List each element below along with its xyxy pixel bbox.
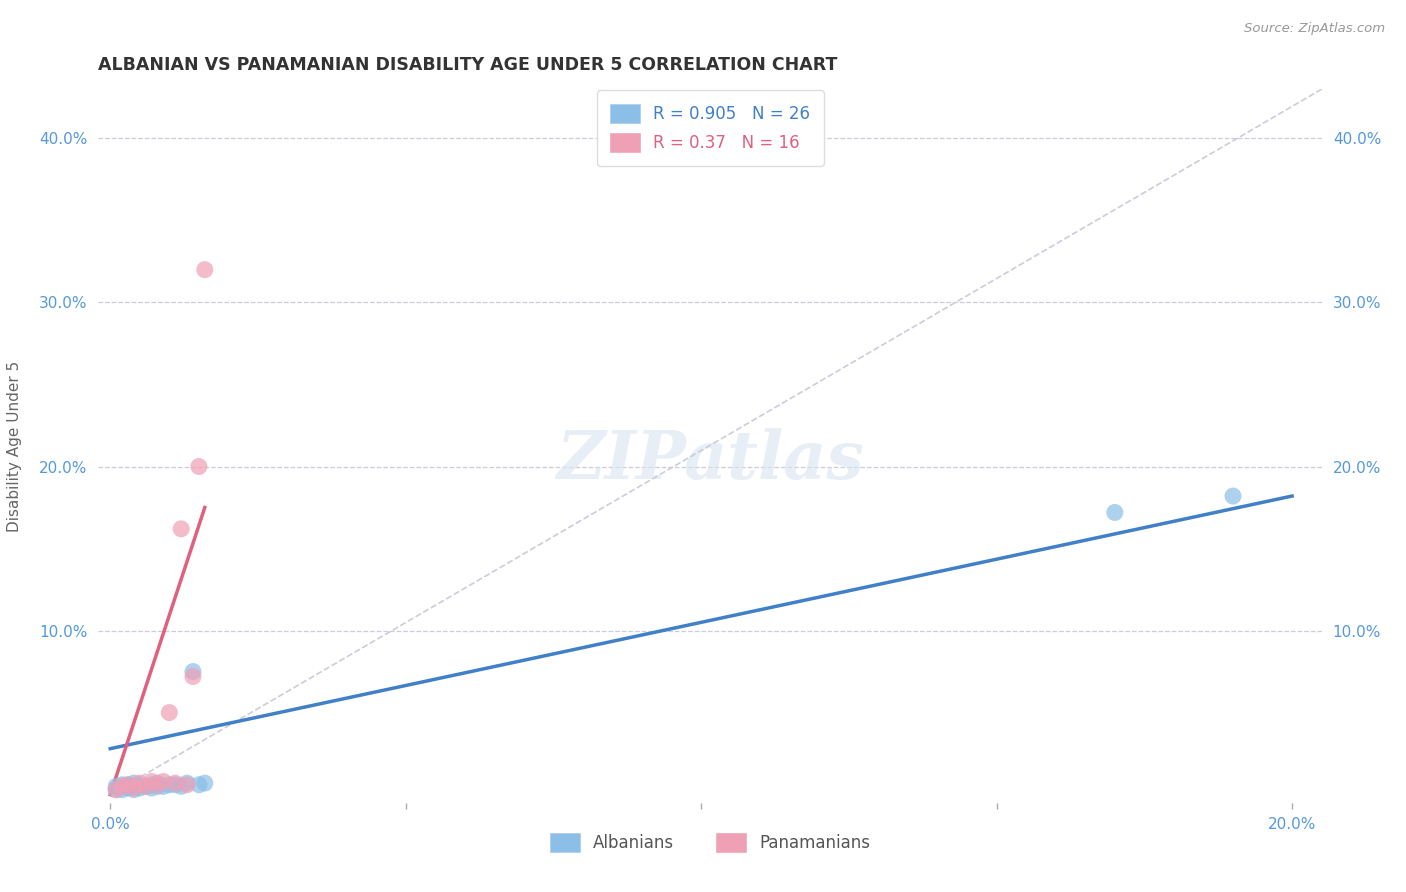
Point [146,780,169,794]
Point [128,776,150,790]
Point [122,782,145,797]
Point [122,780,145,794]
Point [194,776,217,790]
Point [1104,505,1126,519]
Point [122,776,145,790]
Y-axis label: Disability Age Under 5: Disability Age Under 5 [7,360,22,532]
Point [176,776,198,790]
Point [141,774,163,789]
Point [181,669,204,683]
Point [135,780,157,794]
Point [117,778,139,792]
Point [117,780,139,795]
Point [122,780,145,795]
Point [165,778,187,792]
Point [170,522,193,536]
Point [187,459,209,474]
Point [141,780,163,795]
Point [105,780,128,794]
Text: ALBANIAN VS PANAMANIAN DISABILITY AGE UNDER 5 CORRELATION CHART: ALBANIAN VS PANAMANIAN DISABILITY AGE UN… [98,56,838,74]
Point [128,778,150,792]
Point [176,778,198,792]
Point [152,774,174,789]
Point [1222,489,1244,503]
Point [165,776,187,790]
Point [117,778,139,792]
Point [128,780,150,795]
Point [105,782,128,797]
Point [146,776,169,790]
Point [157,706,180,720]
Point [105,782,128,797]
Legend: Albanians, Panamanians: Albanians, Panamanians [543,826,877,859]
Point [194,262,217,277]
Text: ZIPatlas: ZIPatlas [557,428,863,492]
Point [141,778,163,792]
Text: Source: ZipAtlas.com: Source: ZipAtlas.com [1244,22,1385,36]
Point [111,780,134,794]
Point [152,780,174,794]
Point [157,778,180,792]
Point [146,778,169,792]
Point [187,778,209,792]
Point [135,780,157,794]
Point [111,782,134,797]
Point [170,780,193,794]
Point [181,665,204,679]
Point [111,778,134,792]
